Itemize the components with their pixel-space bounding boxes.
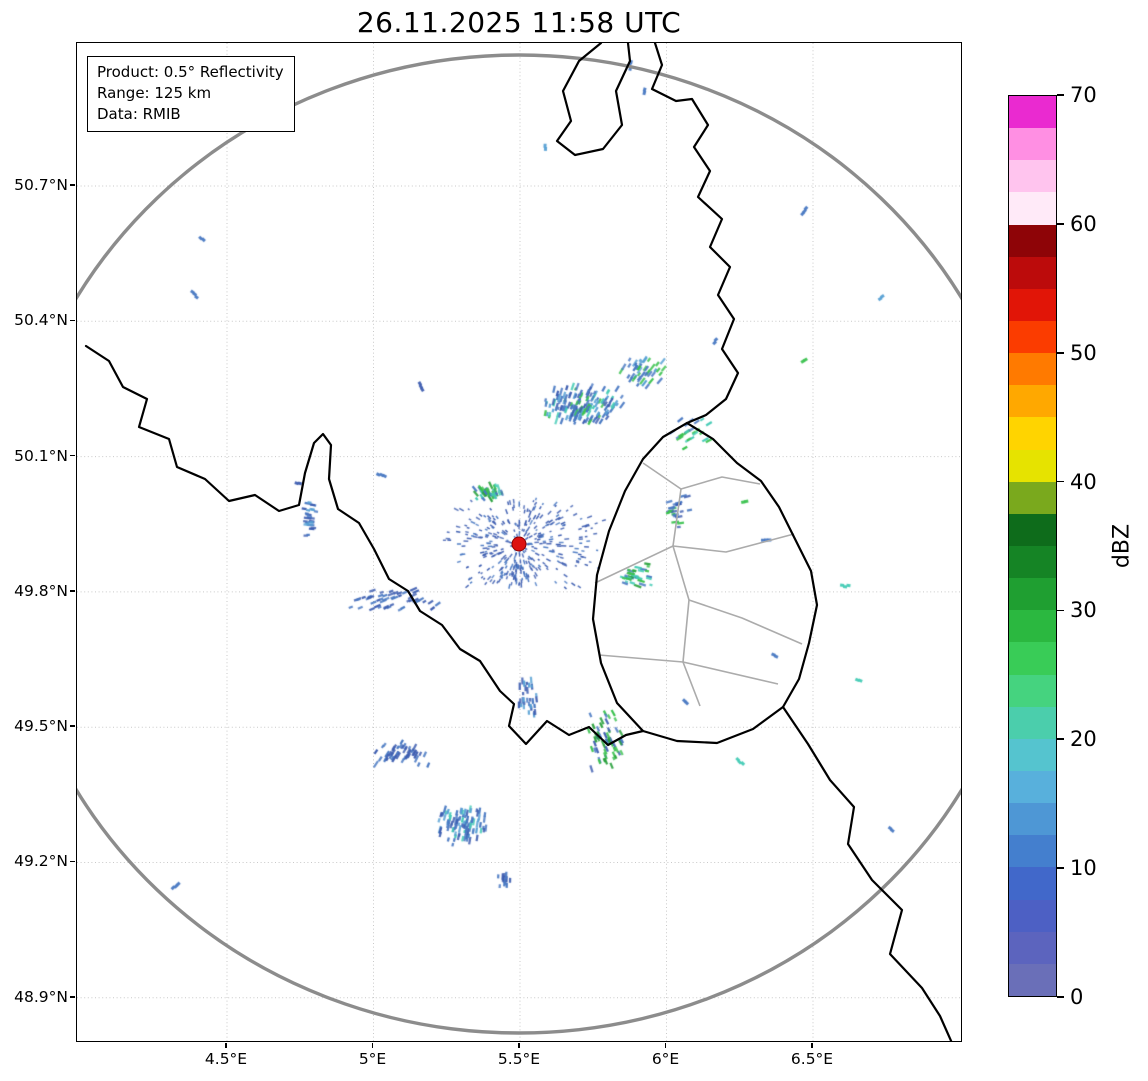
y-tick-mark xyxy=(70,860,75,863)
x-tick-label: 6°E xyxy=(651,1050,680,1068)
colorbar-segment xyxy=(1009,610,1056,643)
x-tick-mark xyxy=(518,1043,520,1048)
colorbar-segment xyxy=(1009,578,1056,611)
colorbar-tick-label: 20 xyxy=(1070,727,1097,752)
colorbar-segment xyxy=(1009,449,1056,482)
info-box: Product: 0.5° Reflectivity Range: 125 km… xyxy=(87,56,295,132)
colorbar-segment xyxy=(1009,545,1056,579)
admin-border-gray xyxy=(594,533,795,584)
map-borders-layer xyxy=(77,43,961,1041)
y-tick-mark xyxy=(70,725,75,727)
admin-border-gray xyxy=(642,462,761,490)
colorbar-segment xyxy=(1009,770,1056,804)
y-tick-mark xyxy=(70,590,75,592)
colorbar-tick-label: 0 xyxy=(1070,985,1084,1009)
colorbar-segment xyxy=(1009,224,1056,257)
colorbar-segment xyxy=(1009,385,1056,418)
colorbar-segment xyxy=(1009,288,1056,321)
country-border xyxy=(781,705,953,1041)
colorbar-segment xyxy=(1009,192,1056,225)
range-ring xyxy=(77,53,961,1035)
country-border xyxy=(84,344,645,747)
y-tick-mark xyxy=(70,184,75,186)
colorbar-tick-mark xyxy=(1057,867,1064,870)
colorbar-segment xyxy=(1009,803,1056,836)
x-tick-mark xyxy=(225,1043,227,1048)
colorbar-tick-mark xyxy=(1057,738,1064,741)
colorbar-segment xyxy=(1009,417,1056,450)
colorbar-segment xyxy=(1009,481,1056,514)
y-tick-label: 50.1°N xyxy=(14,446,68,465)
colorbar-tick-mark xyxy=(1057,480,1064,483)
colorbar-tick-mark xyxy=(1057,996,1064,998)
colorbar-tick-mark xyxy=(1057,609,1064,612)
colorbar-segment xyxy=(1009,160,1056,193)
colorbar-segment xyxy=(1009,963,1056,996)
admin-border-gray xyxy=(688,599,803,645)
y-tick-label: 50.4°N xyxy=(14,311,68,330)
colorbar-segment xyxy=(1009,899,1056,932)
colorbar-axis-label: dBZ xyxy=(1109,523,1135,569)
info-product: Product: 0.5° Reflectivity xyxy=(97,63,284,81)
colorbar-tick-label: 60 xyxy=(1070,211,1097,236)
country-border xyxy=(591,421,819,745)
colorbar-segment xyxy=(1009,867,1056,900)
x-tick-mark xyxy=(811,1043,813,1048)
y-tick-label: 50.7°N xyxy=(14,175,68,194)
colorbar-segment xyxy=(1009,642,1056,675)
y-tick-mark xyxy=(70,319,75,322)
country-border xyxy=(650,43,740,425)
colorbar-segment xyxy=(1009,353,1056,386)
colorbar-tick-label: 10 xyxy=(1070,856,1097,881)
admin-border-gray xyxy=(672,488,701,707)
y-tick-label: 48.9°N xyxy=(14,987,68,1006)
colorbar-tick-mark xyxy=(1057,94,1064,96)
colorbar-segment xyxy=(1009,706,1056,739)
colorbar-tick-label: 70 xyxy=(1070,83,1097,107)
map-plot-area: Product: 0.5° Reflectivity Range: 125 km… xyxy=(76,42,962,1042)
x-tick-mark xyxy=(371,1043,374,1048)
info-range: Range: 125 km xyxy=(97,84,212,102)
admin-border-gray xyxy=(598,654,779,685)
x-tick-mark xyxy=(664,1043,667,1048)
colorbar-tick-label: 40 xyxy=(1070,469,1097,494)
colorbar-segment xyxy=(1009,320,1056,354)
colorbar-segment xyxy=(1009,96,1056,129)
colorbar-tick-mark xyxy=(1057,351,1064,354)
y-tick-mark xyxy=(70,996,75,998)
info-data-source: Data: RMIB xyxy=(97,105,181,123)
y-tick-label: 49.5°N xyxy=(14,717,68,736)
radar-site-marker xyxy=(511,536,527,552)
colorbar-segment xyxy=(1009,835,1056,868)
x-tick-label: 4.5°E xyxy=(204,1050,248,1068)
colorbar xyxy=(1008,95,1057,997)
y-tick-label: 49.8°N xyxy=(14,581,68,600)
colorbar-segment xyxy=(1009,931,1056,964)
colorbar-segment xyxy=(1009,128,1056,161)
colorbar-segment xyxy=(1009,738,1056,771)
colorbar-tick-mark xyxy=(1057,222,1064,225)
colorbar-tick-label: 30 xyxy=(1070,598,1097,623)
colorbar-tick-label: 50 xyxy=(1070,340,1097,365)
country-border xyxy=(555,43,632,157)
x-tick-label: 6.5°E xyxy=(790,1050,834,1068)
colorbar-segment xyxy=(1009,256,1056,289)
colorbar-segment xyxy=(1009,513,1056,546)
colorbar-segment xyxy=(1009,674,1056,707)
x-tick-label: 5°E xyxy=(358,1050,387,1068)
colorbar-gradient xyxy=(1009,96,1056,996)
y-tick-mark xyxy=(70,454,75,457)
y-tick-label: 49.2°N xyxy=(14,852,68,871)
figure-title: 26.11.2025 11:58 UTC xyxy=(356,6,682,39)
x-tick-label: 5.5°E xyxy=(497,1050,541,1068)
